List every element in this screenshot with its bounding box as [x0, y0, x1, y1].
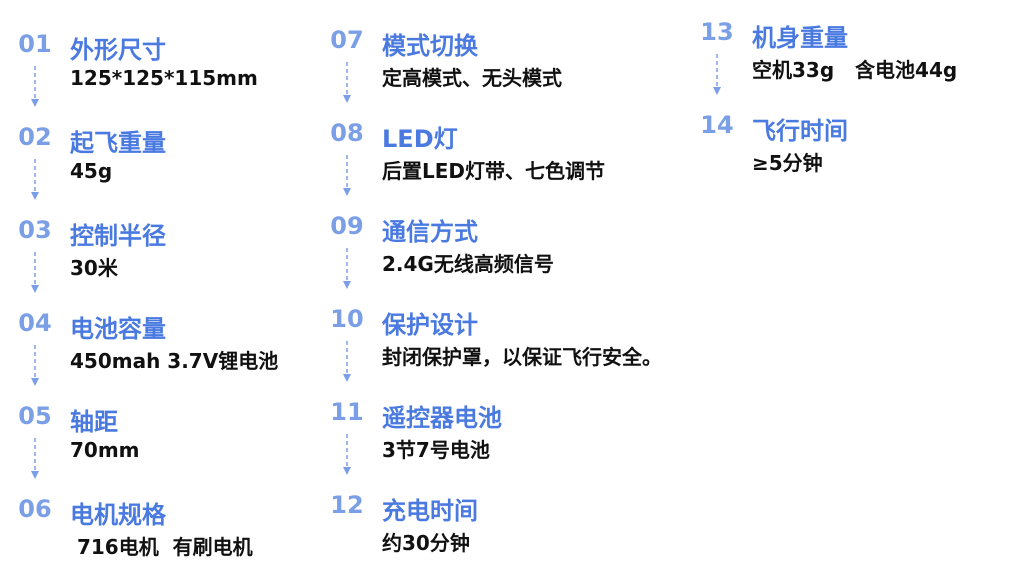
spec-value: 125*125*115mm: [70, 66, 258, 90]
spec-title: 保护设计: [382, 311, 478, 339]
spec-number: 09: [330, 212, 364, 240]
spec-number: 04: [18, 309, 52, 337]
spec-value: 后置LED灯带、七色调节: [382, 159, 606, 183]
spec-title: 电机规格: [70, 501, 166, 529]
spec-value: 450mah 3.7V锂电池: [70, 349, 279, 373]
spec-value: 70mm: [70, 438, 140, 462]
spec-value: ≥5分钟: [752, 151, 823, 175]
spec-value: 3节7号电池: [382, 438, 490, 462]
arrow-down-icon: [713, 54, 721, 95]
spec-title: LED灯: [382, 125, 458, 153]
spec-title: 控制半径: [70, 222, 166, 250]
spec-number: 14: [700, 111, 734, 139]
spec-title: 飞行时间: [752, 117, 848, 145]
arrow-down-icon: [343, 155, 351, 196]
arrow-down-icon: [31, 345, 39, 386]
spec-title: 遥控器电池: [382, 404, 502, 432]
spec-title: 电池容量: [70, 315, 166, 343]
spec-number: 08: [330, 119, 364, 147]
spec-value: 30米: [70, 256, 118, 280]
spec-number: 10: [330, 305, 364, 333]
spec-value: 封闭保护罩，以保证飞行安全。: [382, 345, 662, 369]
spec-number: 07: [330, 26, 364, 54]
spec-title: 外形尺寸: [70, 36, 166, 64]
spec-title: 充电时间: [382, 497, 478, 525]
spec-number: 11: [330, 398, 364, 426]
spec-title: 机身重量: [752, 24, 848, 52]
arrow-down-icon: [31, 438, 39, 479]
spec-value: 45g: [70, 159, 113, 183]
arrow-down-icon: [31, 252, 39, 293]
spec-value: 定高模式、无头模式: [382, 66, 562, 90]
arrow-down-icon: [343, 341, 351, 382]
spec-number: 03: [18, 216, 52, 244]
spec-title: 起飞重量: [70, 129, 166, 157]
spec-number: 12: [330, 491, 364, 519]
arrow-down-icon: [31, 66, 39, 107]
spec-number: 02: [18, 123, 52, 151]
spec-number: 06: [18, 495, 52, 523]
arrow-down-icon: [343, 248, 351, 289]
spec-number: 01: [18, 30, 52, 58]
arrow-down-icon: [31, 159, 39, 200]
spec-title: 模式切换: [382, 32, 478, 60]
spec-value: 约30分钟: [382, 531, 470, 555]
spec-number: 13: [700, 18, 734, 46]
spec-value: 空机33g 含电池44g: [752, 58, 958, 82]
spec-number: 05: [18, 402, 52, 430]
spec-title: 轴距: [70, 408, 118, 436]
spec-title: 通信方式: [382, 218, 478, 246]
spec-value: 2.4G无线高频信号: [382, 252, 554, 276]
arrow-down-icon: [343, 62, 351, 103]
arrow-down-icon: [343, 434, 351, 475]
spec-value: 716电机 有刷电机: [70, 535, 253, 559]
